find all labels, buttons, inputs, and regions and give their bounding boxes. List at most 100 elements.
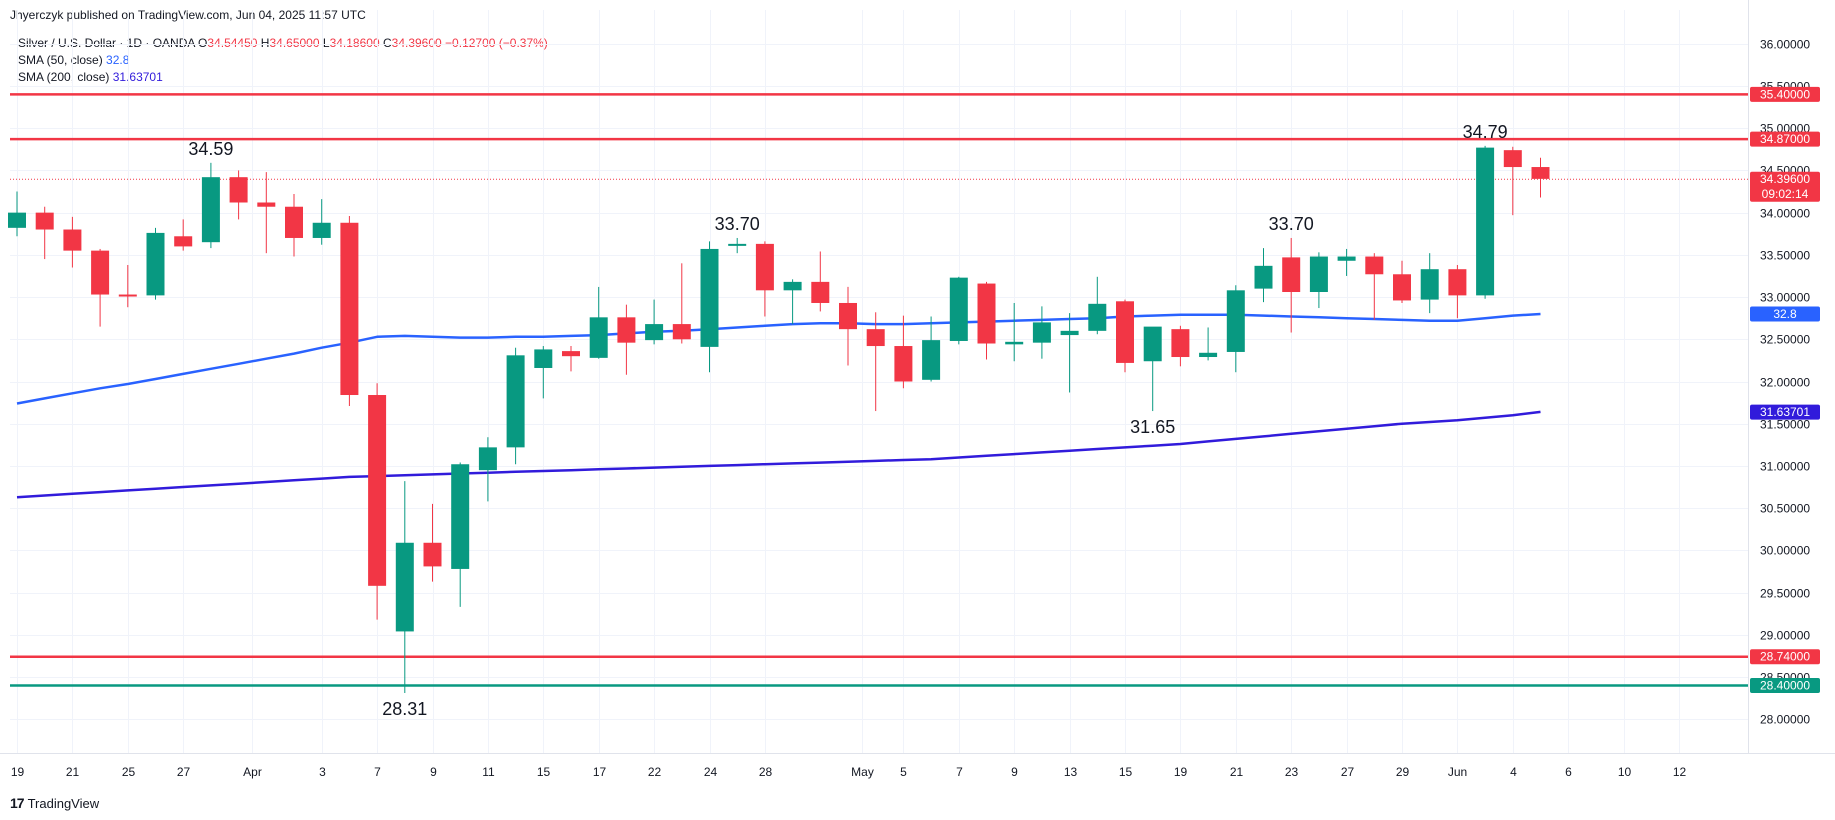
x-tick-label: 12 <box>1673 765 1687 779</box>
candle-body <box>146 232 165 296</box>
x-tick-label: Apr <box>243 765 262 779</box>
tradingview-mark-icon: 17 <box>10 795 25 811</box>
candle-body <box>451 464 470 569</box>
price-annotation: 33.70 <box>1269 214 1314 234</box>
x-tick-label: Jun <box>1448 765 1467 779</box>
sma50-line <box>16 312 1541 405</box>
legend-sma200-value: 31.63701 <box>112 70 163 84</box>
level-price-tag <box>1750 86 1820 102</box>
candle-body <box>728 243 747 246</box>
legend-symbol[interactable]: Silver / U.S. Dollar · 1D · OANDA <box>18 36 195 50</box>
sma-price-tag <box>1750 404 1820 420</box>
y-tick-label: 28.00000 <box>1760 713 1810 727</box>
candle-body <box>672 324 691 340</box>
candle-body <box>201 177 220 243</box>
candle-body <box>617 317 636 343</box>
candle-body <box>1088 303 1107 331</box>
candle-body <box>1282 257 1301 293</box>
last-price-tag <box>1750 171 1820 202</box>
price-annotation: 31.65 <box>1130 417 1175 437</box>
y-tick-label: 30.50000 <box>1760 502 1810 516</box>
x-tick-label: May <box>851 765 874 779</box>
candle-body <box>1476 147 1495 296</box>
candle-body <box>1143 326 1162 362</box>
legend-sma50-value: 32.8 <box>106 53 130 67</box>
candle-body <box>922 340 941 380</box>
x-tick-label: 17 <box>593 765 607 779</box>
legend-close-value: 34.39600 <box>391 36 442 50</box>
candle-body <box>1309 256 1328 293</box>
candle-body <box>1503 150 1522 168</box>
candle-body <box>340 222 359 396</box>
level-price-tag <box>1750 649 1820 665</box>
publisher-caption: Jhyerczyk published on TradingView.com, … <box>10 8 366 22</box>
price-chart[interactable]: 34.59 28.31 33.70 33.70 31.65 34.79 28.00000 2… <box>0 0 1835 790</box>
annotations: 34.59 28.31 33.70 33.70 31.65 34.79 <box>188 122 1507 719</box>
price-annotation: 33.70 <box>715 214 760 234</box>
chart-legend: Silver / U.S. Dollar · 1D · OANDA O34.54… <box>18 35 548 86</box>
time-axis[interactable]: 19 21 25 27 Apr 3 7 9 11 15 17 22 24 28 May 5 7 9 13 15 19 21… <box>11 765 1687 779</box>
candle-body <box>8 212 26 228</box>
candle-body <box>949 277 968 341</box>
candle-body <box>1531 167 1550 179</box>
x-tick-label: 9 <box>1011 765 1018 779</box>
level-price-tag <box>1750 677 1820 693</box>
x-tick-label: 4 <box>1510 765 1517 779</box>
candle-body <box>1365 256 1384 275</box>
x-tick-label: 21 <box>1230 765 1244 779</box>
candle-body <box>1116 301 1134 363</box>
legend-close-label: C <box>382 36 392 50</box>
x-tick-label: 19 <box>11 765 25 779</box>
candle-body <box>506 355 525 448</box>
x-tick-label: 22 <box>648 765 662 779</box>
y-tick-label: 32.00000 <box>1760 376 1810 390</box>
moving-averages <box>16 312 1541 499</box>
x-tick-label: 15 <box>537 765 551 779</box>
candle-body <box>894 346 913 382</box>
x-tick-label: 28 <box>759 765 773 779</box>
level-price-tag-text: 28.40000 <box>1760 678 1810 692</box>
candle-body <box>174 236 193 247</box>
price-annotation: 28.31 <box>382 699 427 719</box>
x-tick-label: 13 <box>1064 765 1078 779</box>
candle-body <box>423 542 442 567</box>
legend-low-value: 34.18600 <box>329 36 380 50</box>
level-price-tag-text: 28.74000 <box>1760 650 1810 664</box>
price-tags: 35.40000 34.87000 28.74000 28.40000 32.8 31.6… <box>1750 86 1820 693</box>
x-tick-label: 29 <box>1396 765 1410 779</box>
candle-body <box>783 281 802 291</box>
candle-body <box>395 542 414 632</box>
tradingview-logo-text: TradingView <box>27 795 100 811</box>
legend-sma200-label: SMA (200, close) <box>18 70 110 84</box>
y-tick-label: 29.50000 <box>1760 587 1810 601</box>
legend-high-value: 34.65000 <box>269 36 320 50</box>
candle-body <box>1337 256 1356 261</box>
candle-body <box>866 329 885 347</box>
last-price-tag-countdown: 09:02:14 <box>1762 187 1809 201</box>
x-tick-label: 27 <box>1341 765 1355 779</box>
legend-sma50-label: SMA (50, close) <box>18 53 103 67</box>
legend-ohlc-row: Silver / U.S. Dollar · 1D · OANDA O34.54… <box>18 35 548 52</box>
legend-high-label: H <box>260 36 270 50</box>
candle-body <box>229 177 248 203</box>
legend-sma50-row[interactable]: SMA (50, close) 32.8 <box>18 52 548 69</box>
legend-low-label: L <box>322 36 330 50</box>
x-tick-label: 9 <box>430 765 437 779</box>
grid-lines <box>0 0 1835 754</box>
candle-body <box>1393 274 1411 301</box>
candle-body <box>1199 352 1218 358</box>
candle-body <box>35 212 54 230</box>
x-tick-label: 5 <box>900 765 907 779</box>
legend-sma200-row[interactable]: SMA (200, close) 31.63701 <box>18 69 548 86</box>
candle-body <box>118 294 137 297</box>
y-tick-label: 31.50000 <box>1760 418 1810 432</box>
tradingview-logo[interactable]: 17 TradingView <box>10 795 99 811</box>
level-price-tag-text: 34.87000 <box>1760 132 1810 146</box>
y-tick-label: 36.00000 <box>1760 38 1810 52</box>
legend-change-value: −0.12700 (−0.37%) <box>445 36 548 50</box>
sma-price-tag-text: 31.63701 <box>1760 405 1810 419</box>
level-price-tag <box>1750 131 1820 147</box>
candle-body <box>977 283 996 344</box>
candle-body <box>1005 341 1024 345</box>
horizontal-levels <box>10 93 1748 687</box>
